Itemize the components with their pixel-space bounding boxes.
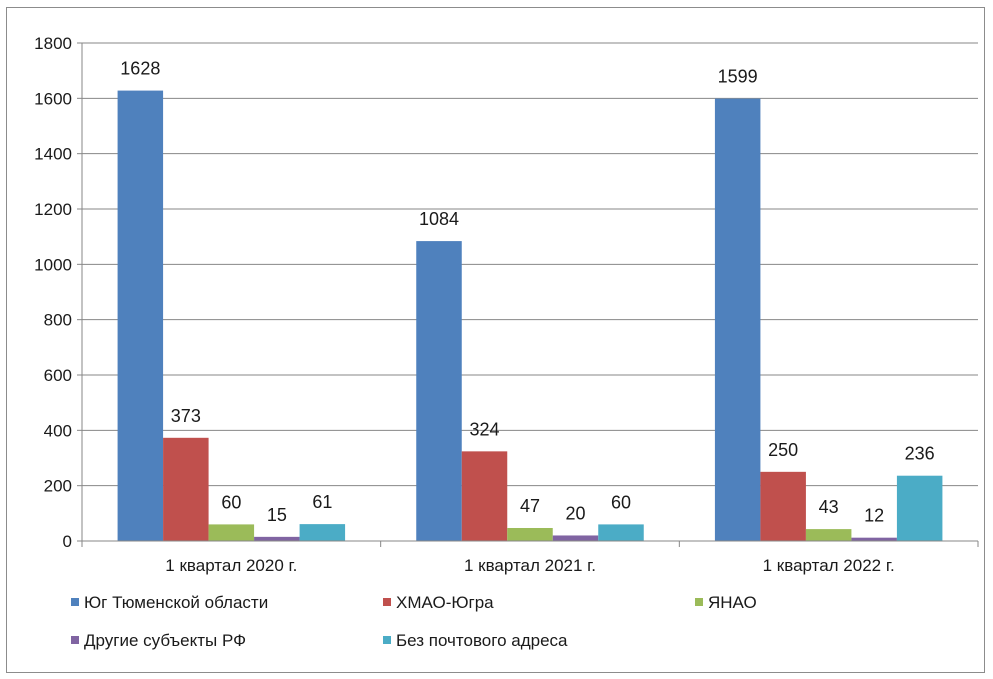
bar	[552, 535, 599, 541]
bar	[896, 475, 943, 541]
bar	[507, 527, 553, 541]
data-label: 373	[171, 406, 201, 426]
bar	[299, 524, 346, 541]
y-tick-label: 1400	[34, 145, 72, 164]
data-label: 43	[819, 497, 839, 517]
category-label: 1 квартал 2022 г.	[763, 556, 895, 575]
data-label: 12	[864, 506, 884, 526]
legend-swatch	[71, 636, 79, 644]
legend-swatch	[383, 598, 391, 606]
gridlines	[82, 42, 978, 542]
legend-label: ХМАО-Югра	[396, 593, 494, 612]
bar	[117, 90, 164, 541]
bar	[851, 537, 897, 541]
data-label: 20	[565, 503, 585, 523]
legend-label: Без почтового адреса	[396, 631, 568, 650]
bars	[117, 90, 943, 542]
y-tick-label: 0	[63, 532, 72, 551]
y-tick-label: 1800	[34, 34, 72, 53]
bar	[254, 536, 300, 541]
legend-swatch	[695, 598, 703, 606]
data-label: 1628	[120, 59, 160, 79]
data-labels: 1628 373 60 15 61 1084 324 47 20 60 1599 250 43 12 236	[120, 59, 934, 526]
bar	[805, 529, 852, 541]
bar	[714, 98, 761, 542]
bar	[208, 524, 255, 541]
category-labels: 1 квартал 2020 г. 1 квартал 2021 г. 1 квар…	[165, 556, 894, 575]
data-label: 60	[611, 492, 631, 512]
y-tick-label: 600	[44, 366, 72, 385]
bar	[163, 437, 209, 541]
data-label: 60	[221, 492, 241, 512]
y-axis-ticks: 0 200 400 600 800 1000 1200 1400 1600 1800	[34, 34, 82, 551]
bar	[598, 524, 644, 541]
category-label: 1 квартал 2021 г.	[464, 556, 596, 575]
legend: Юг Тюменской области ХМАО-Югра ЯНАО Другие …	[71, 593, 757, 650]
data-label: 250	[768, 440, 798, 460]
data-label: 236	[905, 444, 935, 464]
legend-label: Другие субъекты РФ	[84, 631, 246, 650]
y-tick-label: 1200	[34, 200, 72, 219]
y-tick-label: 200	[44, 477, 72, 496]
chart-frame: 0 200 400 600 800 1000 1200 1400 1600 1800 1628 37…	[6, 7, 985, 673]
data-label: 1084	[419, 209, 459, 229]
data-label: 1599	[718, 67, 758, 87]
data-label: 324	[469, 419, 499, 439]
y-tick-label: 400	[44, 421, 72, 440]
legend-swatch	[71, 598, 79, 606]
category-label: 1 квартал 2020 г.	[165, 556, 297, 575]
bar-chart: 0 200 400 600 800 1000 1200 1400 1600 1800 1628 37…	[34, 34, 979, 650]
legend-label: ЯНАО	[708, 593, 757, 612]
x-axis	[81, 43, 979, 547]
y-tick-label: 800	[44, 311, 72, 330]
data-label: 15	[267, 505, 287, 525]
data-label: 61	[312, 492, 332, 512]
bar	[461, 451, 508, 541]
bar	[416, 241, 462, 542]
data-label: 47	[520, 496, 540, 516]
bar	[760, 471, 806, 541]
y-tick-label: 1600	[34, 89, 72, 108]
y-tick-label: 1000	[34, 255, 72, 274]
legend-label: Юг Тюменской области	[84, 593, 268, 612]
legend-swatch	[383, 636, 391, 644]
